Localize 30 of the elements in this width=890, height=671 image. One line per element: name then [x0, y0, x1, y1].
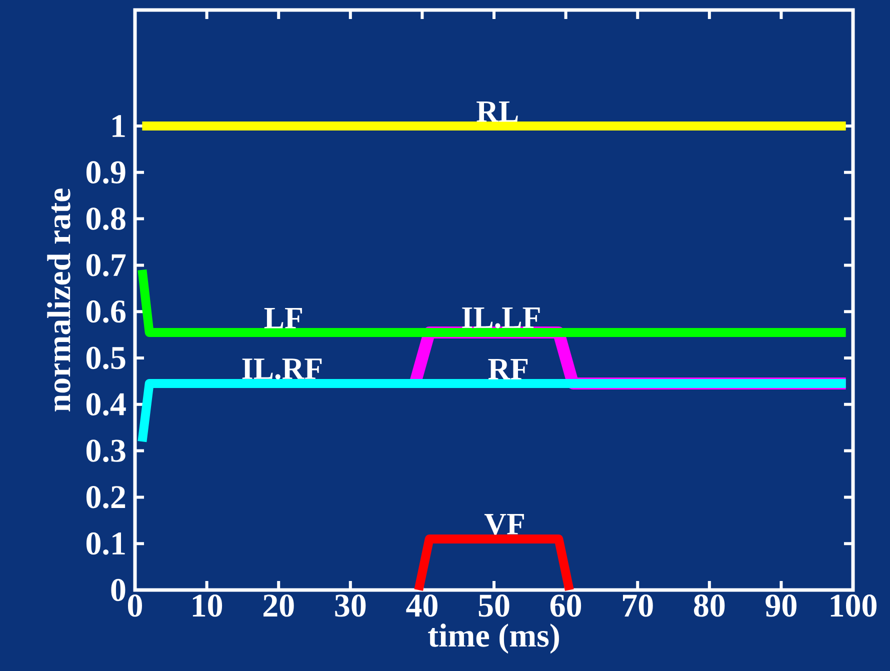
- annotation: LF: [264, 308, 302, 328]
- y-tick-label: 0.2: [86, 486, 126, 508]
- x-tick-label: 100: [830, 594, 877, 617]
- y-tick-label: 0.4: [86, 393, 126, 416]
- x-tick-label: 20: [263, 594, 294, 617]
- x-tick-label: 10: [192, 594, 222, 617]
- y-tick-label: 0.8: [86, 208, 126, 230]
- x-tick-label: 30: [335, 594, 366, 617]
- x-tick-label: 40: [406, 594, 438, 617]
- annotation: IL.RF: [242, 358, 322, 380]
- x-tick-label: 90: [766, 594, 796, 617]
- x-tick-label: 50: [478, 594, 510, 617]
- x-axis-title: time (ms): [428, 624, 559, 654]
- x-tick-label: 0: [128, 594, 142, 617]
- y-tick-label: 0.6: [86, 300, 126, 323]
- annotation: VF: [484, 514, 524, 535]
- y-tick-label: 1: [112, 115, 125, 137]
- y-tick-label: 0.1: [86, 532, 125, 555]
- y-tick-label: 0.7: [86, 254, 126, 276]
- y-tick-label: 0.3: [86, 440, 126, 462]
- y-tick-label: 0.5: [86, 346, 126, 370]
- y-axis-title: normalized rate: [47, 188, 70, 412]
- x-tick-label: 60: [550, 594, 582, 617]
- y-tick-label: 0.9: [86, 161, 126, 184]
- annotation: RL: [476, 102, 518, 122]
- y-tick-label: 0: [111, 578, 126, 602]
- annotation: IL.LF: [462, 308, 540, 328]
- x-tick-label: 70: [623, 594, 653, 617]
- x-tick-label: 80: [694, 594, 725, 617]
- annotation: RF: [488, 359, 528, 380]
